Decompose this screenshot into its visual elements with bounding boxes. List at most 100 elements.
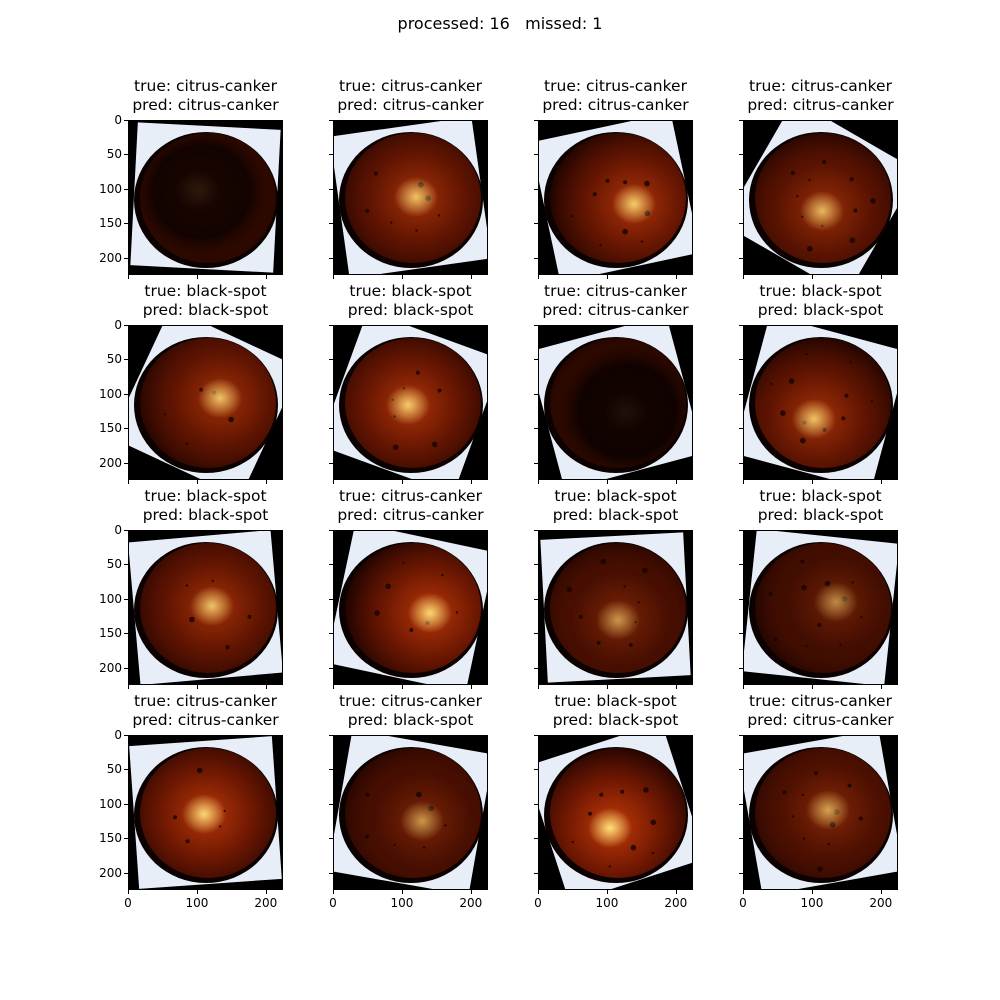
x-tick-label: 0 [534, 896, 542, 910]
y-tick [124, 598, 128, 600]
y-tick [329, 598, 333, 600]
y-tick [124, 120, 128, 121]
pred-label: pred: black-spot [142, 506, 269, 524]
true-label: true: citrus-canker [339, 77, 482, 95]
x-tick [128, 685, 129, 689]
citrus-fruit-image [743, 325, 898, 480]
true-label: true: citrus-canker [339, 487, 482, 505]
true-label: true: citrus-canker [749, 77, 892, 95]
x-tick [333, 685, 334, 689]
x-tick [880, 685, 882, 689]
y-tick [124, 564, 128, 566]
citrus-fruit-image [538, 325, 693, 480]
image-panel: true: black-spot pred: black-spot [739, 282, 898, 484]
y-tick [329, 838, 333, 840]
y-tick [329, 462, 333, 464]
y-tick-label: 150 [99, 216, 122, 231]
x-tick [675, 890, 677, 894]
y-tick [534, 325, 538, 326]
y-tick [329, 564, 333, 566]
panel-title: true: citrus-canker pred: citrus-canker [108, 77, 303, 115]
y-tick [329, 803, 333, 805]
x-tick [880, 275, 882, 279]
x-tick [265, 275, 267, 279]
y-tick [329, 393, 333, 395]
y-tick [534, 530, 538, 531]
image-panel: true: black-spot pred: black-spot [739, 487, 898, 689]
y-tick [329, 769, 333, 771]
x-tick-label: 200 [254, 896, 278, 910]
panel-title: true: black-spot pred: black-spot [518, 487, 713, 525]
pred-label: pred: citrus-canker [337, 506, 484, 524]
y-tick [739, 667, 743, 669]
image-panel: true: black-spot pred: black-spot 0 50 100 15… [99, 487, 283, 689]
y-tick [739, 735, 743, 736]
y-tick [739, 769, 743, 771]
y-tick [739, 838, 743, 840]
x-tick [538, 275, 539, 279]
y-tick [739, 393, 743, 395]
x-tick-label: 100 [595, 896, 619, 910]
y-tick-label: 100 [99, 591, 122, 606]
y-tick-label: 150 [99, 626, 122, 641]
citrus-fruit-image [538, 735, 693, 890]
x-tick [196, 685, 198, 689]
y-tick [739, 803, 743, 805]
y-tick [534, 462, 538, 464]
x-tick [333, 480, 334, 484]
y-tick [124, 462, 128, 464]
pred-label: pred: citrus-canker [747, 96, 894, 114]
x-tick [401, 275, 403, 279]
y-tick [329, 223, 333, 225]
true-label: true: black-spot [349, 282, 472, 300]
pred-label: pred: citrus-canker [542, 301, 689, 319]
panel-title: true: citrus-canker pred: citrus-canker [313, 487, 508, 525]
x-tick [606, 275, 608, 279]
x-tick-label: 0 [329, 896, 337, 910]
pred-label: pred: black-spot [757, 506, 884, 524]
pred-label: pred: citrus-canker [132, 96, 279, 114]
citrus-fruit-image [333, 735, 488, 890]
y-tick [329, 188, 333, 190]
panel-title: true: black-spot pred: black-spot [723, 487, 918, 525]
y-tick [739, 257, 743, 259]
y-tick [329, 530, 333, 531]
x-tick [538, 890, 539, 894]
x-tick [743, 480, 744, 484]
y-tick [534, 154, 538, 156]
citrus-fruit-image [538, 530, 693, 685]
y-tick [124, 735, 128, 736]
citrus-fruit-image [538, 120, 693, 275]
y-tick [124, 769, 128, 771]
image-panel: true: citrus-canker pred: citrus-canker 0 1… [739, 692, 898, 909]
y-tick [739, 325, 743, 326]
y-tick [124, 188, 128, 190]
image-panel: true: black-spot pred: black-spot 0 50 100 15… [99, 282, 283, 484]
y-tick-label: 50 [106, 352, 122, 367]
true-label: true: black-spot [759, 282, 882, 300]
image-panel: true: citrus-canker pred: citrus-canker 0 5… [99, 692, 283, 909]
panel-title: true: black-spot pred: black-spot [723, 282, 918, 320]
y-tick-label: 50 [106, 147, 122, 162]
true-label: true: citrus-canker [749, 692, 892, 710]
y-tick [534, 188, 538, 190]
x-tick [880, 480, 882, 484]
y-tick [124, 154, 128, 156]
y-tick [739, 530, 743, 531]
y-tick [124, 223, 128, 225]
y-tick-label: 200 [99, 660, 122, 675]
pred-label: pred: citrus-canker [747, 711, 894, 729]
citrus-fruit-image [333, 530, 488, 685]
y-tick [739, 154, 743, 156]
x-tick [743, 685, 744, 689]
y-tick [534, 223, 538, 225]
pred-label: pred: black-spot [552, 506, 679, 524]
x-tick [128, 480, 129, 484]
image-panel: true: citrus-canker pred: citrus-canker [329, 77, 488, 279]
citrus-fruit-image [128, 120, 283, 275]
y-tick [534, 564, 538, 566]
image-panel: true: black-spot pred: black-spot 0 100 200 [534, 692, 693, 909]
y-tick [124, 257, 128, 259]
image-panel: true: black-spot pred: black-spot [534, 487, 693, 689]
y-tick-label: 0 [114, 523, 122, 537]
